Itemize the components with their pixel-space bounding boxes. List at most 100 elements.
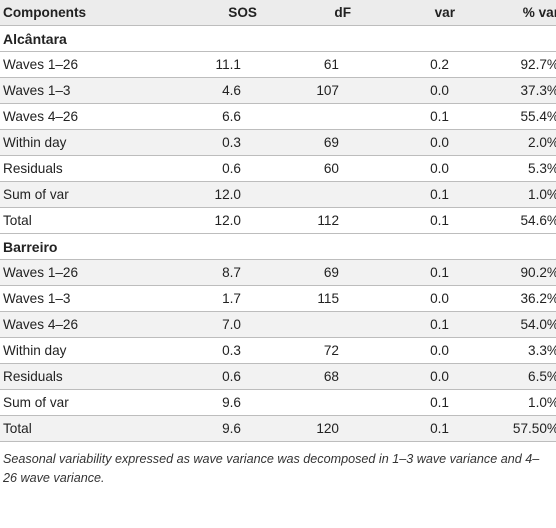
cell-var: 0.0 [373,363,463,390]
cell-component: Waves 1–3 [0,285,153,312]
cell-df: 69 [273,129,373,156]
cell-sos: 11.1 [153,51,273,78]
cell-component: Waves 1–26 [0,259,153,286]
table-row: Within day 0.3 72 0.0 3.3% [0,337,556,364]
table-row: Residuals 0.6 68 0.0 6.5% [0,363,556,390]
table-row: Waves 4–26 7.0 0.1 54.0% [0,311,556,338]
table-body: Alcântara Waves 1–26 11.1 61 0.2 92.7% Waves 1… [0,25,556,442]
cell-df: 72 [273,337,373,364]
cell-df [273,181,373,208]
cell-component: Residuals [0,155,153,182]
cell-df: 107 [273,77,373,104]
cell-component: Within day [0,129,153,156]
cell-sos: 0.6 [153,155,273,182]
header-row: Components SOS dF var % var [0,0,556,26]
cell-sos: 4.6 [153,77,273,104]
cell-df: 69 [273,259,373,286]
cell-sos: 8.7 [153,259,273,286]
cell-var: 0.1 [373,259,463,286]
cell-component: Total [0,415,153,442]
header-sos-label: SOS [228,5,257,20]
table-row: Sum of var 12.0 0.1 1.0% [0,181,556,208]
table-row: Total 9.6 120 0.1 57.50% [0,415,556,442]
cell-component: Waves 4–26 [0,311,153,338]
cell-df: 61 [273,51,373,78]
cell-pct-var: 1.0% [463,181,556,208]
cell-component: Total [0,207,153,234]
cell-component: Residuals [0,363,153,390]
cell-sos: 6.6 [153,103,273,130]
group-row: Alcântara [0,25,556,52]
header-var-label: var [434,5,455,20]
cell-pct-var: 1.0% [463,389,556,416]
cell-pct-var: 92.7% [463,51,556,78]
cell-pct-var: 3.3% [463,337,556,364]
cell-df: 115 [273,285,373,312]
cell-sos: 0.3 [153,129,273,156]
cell-sos: 12.0 [153,181,273,208]
header-pct-var: % var [463,0,556,26]
cell-var: 0.1 [373,181,463,208]
table-header: Components SOS dF var % var [0,0,556,26]
variance-table: Components SOS dF var % var Alcântara Wav… [0,0,556,442]
header-df: dF [273,0,373,26]
table-row: Residuals 0.6 60 0.0 5.3% [0,155,556,182]
cell-pct-var: 6.5% [463,363,556,390]
table-row: Total 12.0 112 0.1 54.6% [0,207,556,234]
cell-sos: 12.0 [153,207,273,234]
cell-pct-var: 54.0% [463,311,556,338]
cell-sos: 7.0 [153,311,273,338]
cell-sos: 1.7 [153,285,273,312]
cell-pct-var: 55.4% [463,103,556,130]
header-sos: SOS [153,0,273,26]
cell-var: 0.1 [373,415,463,442]
cell-sos: 9.6 [153,389,273,416]
cell-pct-var: 90.2% [463,259,556,286]
cell-sos: 0.6 [153,363,273,390]
cell-df [273,311,373,338]
table-row: Sum of var 9.6 0.1 1.0% [0,389,556,416]
cell-var: 0.0 [373,285,463,312]
cell-pct-var: 54.6% [463,207,556,234]
cell-pct-var: 36.2% [463,285,556,312]
table-row: Waves 1–26 11.1 61 0.2 92.7% [0,51,556,78]
cell-var: 0.0 [373,337,463,364]
cell-var: 0.0 [373,155,463,182]
header-components: Components [0,0,153,26]
cell-component: Within day [0,337,153,364]
cell-component: Waves 1–26 [0,51,153,78]
cell-pct-var: 5.3% [463,155,556,182]
cell-df: 60 [273,155,373,182]
table-row: Waves 4–26 6.6 0.1 55.4% [0,103,556,130]
cell-component: Waves 4–26 [0,103,153,130]
cell-component: Sum of var [0,181,153,208]
group-row: Barreiro [0,233,556,260]
cell-var: 0.1 [373,389,463,416]
cell-df: 112 [273,207,373,234]
table-row: Within day 0.3 69 0.0 2.0% [0,129,556,156]
cell-df: 120 [273,415,373,442]
cell-sos: 9.6 [153,415,273,442]
cell-pct-var: 57.50% [463,415,556,442]
cell-df: 68 [273,363,373,390]
cell-var: 0.1 [373,311,463,338]
cell-var: 0.0 [373,77,463,104]
table-row: Waves 1–3 1.7 115 0.0 36.2% [0,285,556,312]
group-label: Barreiro [0,233,556,260]
cell-pct-var: 37.3% [463,77,556,104]
cell-var: 0.1 [373,103,463,130]
cell-df [273,389,373,416]
header-df-label: dF [334,5,351,20]
table-row: Waves 1–26 8.7 69 0.1 90.2% [0,259,556,286]
cell-component: Sum of var [0,389,153,416]
cell-var: 0.0 [373,129,463,156]
table-caption: Seasonal variability expressed as wave v… [3,452,540,485]
table-row: Waves 1–3 4.6 107 0.0 37.3% [0,77,556,104]
table-figure: Components SOS dF var % var Alcântara Wav… [0,0,556,485]
cell-var: 0.2 [373,51,463,78]
cell-sos: 0.3 [153,337,273,364]
group-label: Alcântara [0,25,556,52]
cell-df [273,103,373,130]
header-var: var [373,0,463,26]
cell-pct-var: 2.0% [463,129,556,156]
